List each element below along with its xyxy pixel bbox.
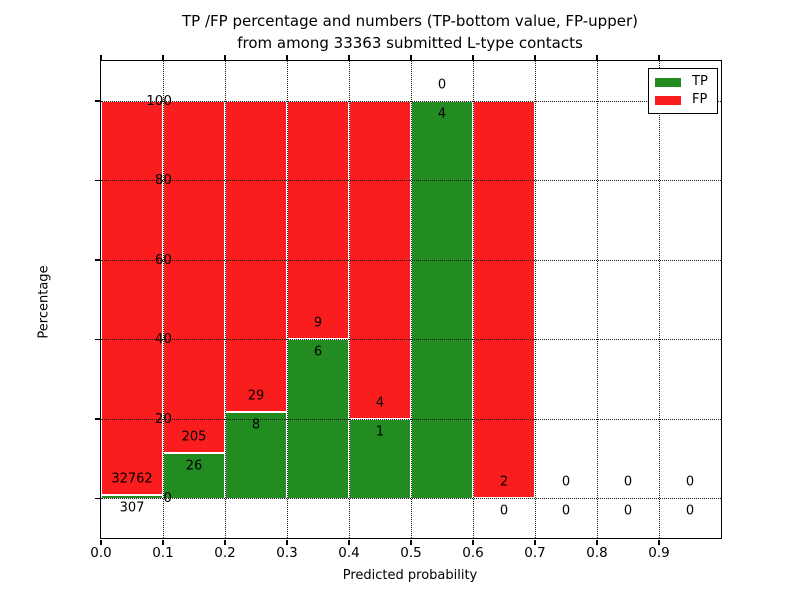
x-tick-mark-bottom [348, 539, 350, 545]
tp-bar [411, 100, 473, 499]
x-tick-label: 0.7 [524, 545, 546, 561]
x-gridline [225, 61, 226, 538]
plot-area: TP FP 32762 307 205 26 29 8 9 6 4 1 0 4 2 0 0 0 0 0 0 0 [94, 54, 722, 545]
x-gridline [473, 61, 474, 538]
fp-count-label: 32762 [111, 471, 153, 487]
x-tick-mark-bottom [534, 539, 536, 545]
fp-bar [163, 100, 225, 454]
fp-bar [287, 100, 349, 340]
legend-item: TP [655, 75, 717, 89]
x-tick-label: 0.6 [462, 545, 484, 561]
fp-count-label: 9 [313, 315, 323, 331]
x-tick-mark-top [348, 54, 350, 60]
x-gridline [349, 61, 350, 538]
y-tick-mark [94, 259, 100, 261]
y-tick-label: 40 [154, 331, 172, 348]
y-tick-mark [94, 497, 100, 499]
x-tick-label: 0.0 [90, 545, 112, 561]
y-tick-label: 60 [154, 251, 172, 268]
fp-count-label: 205 [181, 429, 207, 445]
y-axis-label: Percentage [36, 265, 52, 339]
tp-count-label: 6 [313, 344, 323, 360]
x-tick-mark-top [224, 54, 226, 60]
tp-count-label: 307 [119, 500, 145, 516]
x-tick-label: 0.2 [214, 545, 236, 561]
x-tick-label: 0.5 [400, 545, 422, 561]
chart-title-line1: TP /FP percentage and numbers (TP-bottom… [182, 12, 638, 30]
tp-count-label: 0 [623, 503, 633, 519]
fp-count-label: 0 [685, 474, 695, 490]
x-tick-mark-bottom [286, 539, 288, 545]
x-tick-mark-top [162, 54, 164, 60]
x-tick-mark-bottom [224, 539, 226, 545]
x-axis-label: Predicted probability [342, 568, 478, 583]
chart-title: TP /FP percentage and numbers (TP-bottom… [110, 10, 710, 54]
fp-bar [101, 100, 163, 495]
x-tick-mark-top [472, 54, 474, 60]
tp-count-label: 4 [437, 106, 447, 122]
x-tick-mark-bottom [100, 539, 102, 545]
fp-count-label: 0 [437, 77, 447, 93]
x-tick-label: 0.1 [152, 545, 174, 561]
tp-count-label: 0 [499, 503, 509, 519]
fp-count-label: 0 [623, 474, 633, 490]
tp-bar [101, 494, 163, 499]
x-tick-mark-bottom [472, 539, 474, 545]
x-tick-mark-bottom [596, 539, 598, 545]
x-tick-mark-top [100, 54, 102, 60]
legend: TP FP [648, 68, 718, 114]
tp-bar [163, 453, 225, 499]
x-gridline [411, 61, 412, 538]
tp-count-label: 1 [375, 424, 385, 440]
x-tick-mark-bottom [658, 539, 660, 545]
fp-count-label: 29 [247, 388, 265, 404]
y-tick-label: 80 [154, 172, 172, 189]
y-tick-mark [94, 179, 100, 181]
tp-count-label: 0 [685, 503, 695, 519]
y-tick-label: 20 [154, 410, 172, 427]
y-tick-mark [94, 418, 100, 420]
x-tick-mark-top [286, 54, 288, 60]
fp-count-label: 0 [561, 474, 571, 490]
x-tick-mark-top [596, 54, 598, 60]
tp-count-label: 26 [185, 458, 203, 474]
x-tick-mark-top [410, 54, 412, 60]
tp-count-label: 8 [251, 417, 261, 433]
x-tick-mark-bottom [410, 539, 412, 545]
x-tick-label: 0.8 [586, 545, 608, 561]
tp-count-label: 0 [561, 503, 571, 519]
fp-bar [473, 100, 535, 499]
x-tick-label: 0.9 [648, 545, 670, 561]
y-tick-label: 0 [163, 490, 172, 507]
fp-legend-swatch [655, 95, 681, 105]
legend-item-label: FP [692, 92, 708, 107]
x-gridline [535, 61, 536, 538]
x-tick-mark-top [658, 54, 660, 60]
fp-count-label: 4 [375, 395, 385, 411]
y-tick-label: 100 [146, 92, 172, 109]
x-tick-label: 0.4 [338, 545, 360, 561]
y-tick-mark [94, 338, 100, 340]
x-gridline [287, 61, 288, 538]
y-tick-mark [94, 100, 100, 102]
legend-item: FP [655, 93, 717, 107]
fp-bar [225, 100, 287, 413]
chart-title-line2: from among 33363 submitted L-type contac… [237, 34, 583, 52]
x-gridline [163, 61, 164, 538]
fp-count-label: 2 [499, 474, 509, 490]
legend-item-label: TP [692, 74, 708, 89]
x-gridline [597, 61, 598, 538]
x-tick-mark-top [534, 54, 536, 60]
x-gridline [659, 61, 660, 538]
x-tick-mark-bottom [162, 539, 164, 545]
tp-bar [349, 418, 411, 499]
x-tick-label: 0.3 [276, 545, 298, 561]
tp-legend-swatch [655, 77, 681, 87]
